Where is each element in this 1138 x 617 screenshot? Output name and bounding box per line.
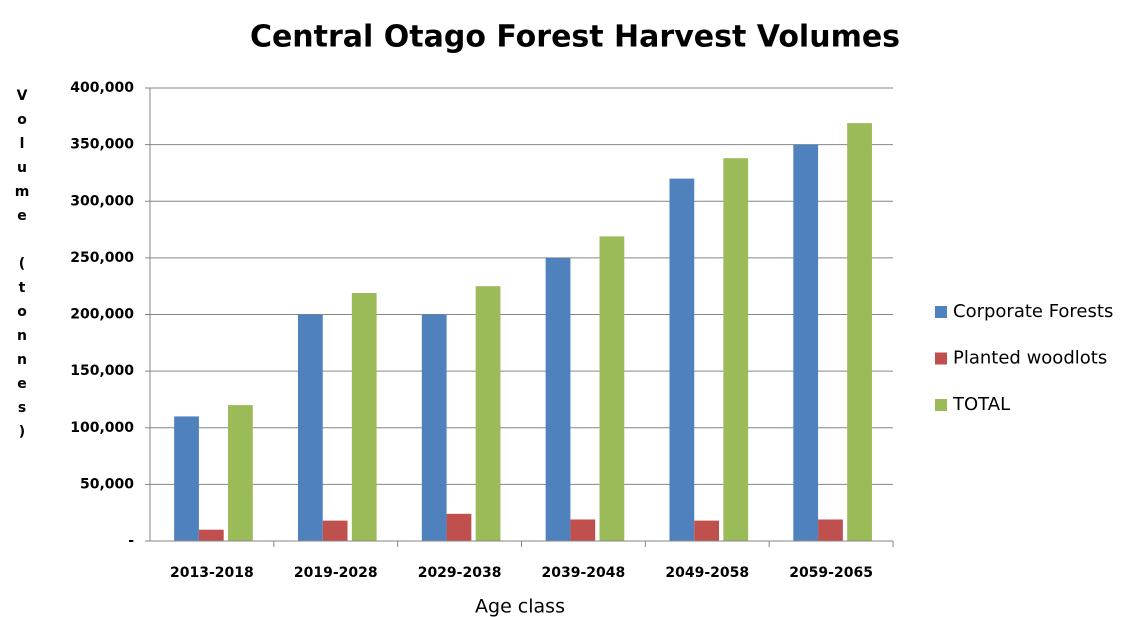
x-tick-label: 2039-2048 <box>542 565 626 581</box>
legend-label: Corporate Forests <box>953 301 1113 322</box>
bar <box>174 416 199 541</box>
bar <box>322 520 348 541</box>
y-tick-label: 250,000 <box>70 250 134 266</box>
y-tick-label: 50,000 <box>80 476 134 492</box>
bar <box>694 520 720 541</box>
y-tick-label: 400,000 <box>70 80 134 96</box>
bar <box>198 529 224 541</box>
legend-swatch <box>935 352 947 365</box>
bar <box>570 519 596 541</box>
y-tick-label: 150,000 <box>70 363 134 379</box>
legend-swatch <box>935 306 947 318</box>
bar <box>818 519 843 541</box>
bar <box>847 123 872 542</box>
bar <box>793 144 819 541</box>
x-tick-label: 2029-2038 <box>418 565 502 581</box>
y-axis-label: Volume (tonnes) <box>14 88 30 448</box>
x-axis-label: Age class <box>475 596 565 617</box>
legend-swatch <box>935 399 947 411</box>
y-tick-label: 100,000 <box>70 420 134 436</box>
bar <box>599 236 625 542</box>
bar <box>475 286 501 541</box>
x-tick-label: 2019-2028 <box>294 565 378 581</box>
legend-label: Planted woodlots <box>953 348 1107 369</box>
bar <box>421 314 447 541</box>
bar <box>545 257 571 541</box>
bar <box>351 292 377 541</box>
y-tick-label: 300,000 <box>70 193 134 209</box>
x-tick-label: 2059-2065 <box>789 565 873 581</box>
chart-title: Central Otago Forest Harvest Volumes <box>250 20 900 55</box>
bar <box>446 513 472 541</box>
legend-label: TOTAL <box>952 394 1010 415</box>
x-tick-label: 2013-2018 <box>170 565 254 581</box>
bar <box>723 158 749 541</box>
y-tick-label: - <box>128 533 134 549</box>
bar <box>669 178 695 541</box>
x-tick-label: 2049-2058 <box>665 565 749 581</box>
y-tick-label: 350,000 <box>70 137 134 153</box>
bar <box>297 314 323 541</box>
bar <box>228 405 253 541</box>
y-tick-label: 200,000 <box>70 307 134 323</box>
